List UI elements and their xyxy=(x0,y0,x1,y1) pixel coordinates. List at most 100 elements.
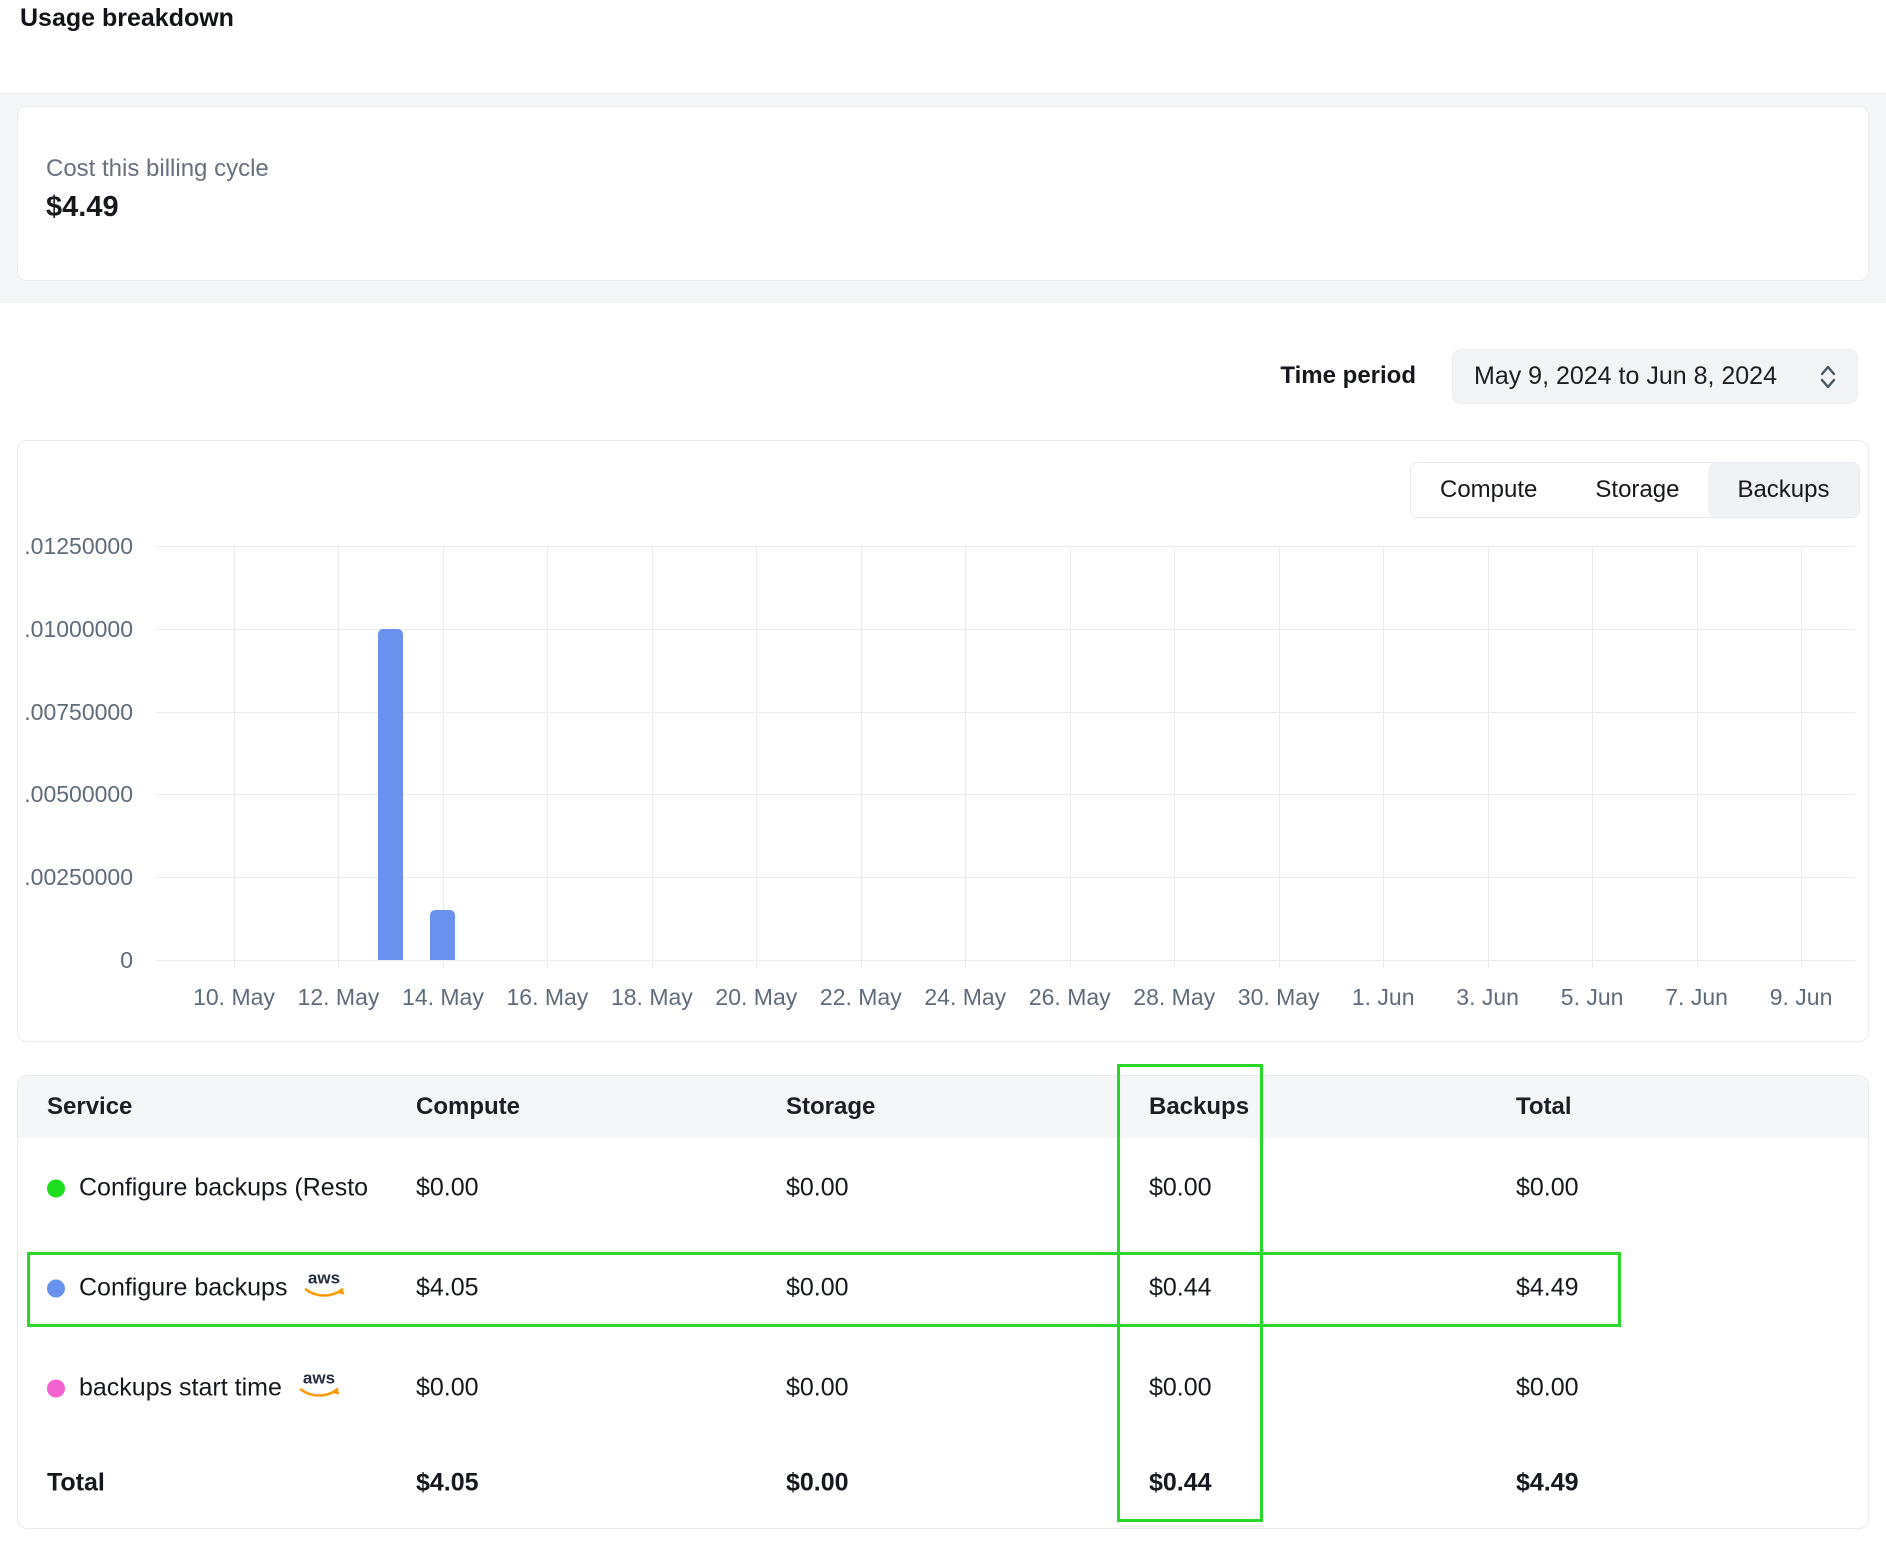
gridline-vertical xyxy=(1069,546,1071,968)
total-row-backups: $0.44 xyxy=(1149,1468,1212,1497)
gridline-vertical xyxy=(1487,546,1489,968)
y-axis-tick-label: .01000000 xyxy=(24,615,133,642)
service-cell: backups start time aws xyxy=(47,1369,342,1408)
chart-bar-14-may xyxy=(430,910,456,960)
svg-text:aws: aws xyxy=(308,1269,340,1288)
x-axis-tick-label: 7. Jun xyxy=(1665,984,1728,1010)
gridline-vertical xyxy=(756,546,758,968)
chevron-up-down-icon xyxy=(1815,363,1841,396)
gridline-vertical xyxy=(338,546,340,968)
total-row-total: $4.49 xyxy=(1516,1468,1579,1497)
col-header-total: Total xyxy=(1516,1093,1572,1120)
compute-value: $0.00 xyxy=(416,1173,479,1202)
x-axis-tick-label: 24. May xyxy=(924,984,1007,1010)
gridline-horizontal xyxy=(156,628,1855,630)
backups-value: $0.00 xyxy=(1149,1373,1212,1402)
svg-text:aws: aws xyxy=(303,1369,335,1388)
col-header-storage: Storage xyxy=(786,1093,876,1120)
gridline-vertical xyxy=(234,546,235,968)
col-header-compute: Compute xyxy=(416,1093,520,1120)
time-period-label: Time period xyxy=(1280,362,1416,389)
col-header-backups: Backups xyxy=(1149,1093,1250,1120)
chart-bar-13-may xyxy=(378,628,404,960)
service-color-dot xyxy=(47,1379,65,1397)
usage-table: Service Compute Storage Backups Total Co… xyxy=(17,1075,1869,1529)
aws-logo-icon: aws xyxy=(296,1369,342,1408)
gridline-vertical xyxy=(442,546,444,968)
service-color-dot xyxy=(47,1279,65,1297)
time-period-value: May 9, 2024 to Jun 8, 2024 xyxy=(1474,362,1777,390)
x-axis-tick-label: 22. May xyxy=(819,984,902,1010)
billing-cycle-card: Cost this billing cycle $4.49 xyxy=(17,106,1869,281)
x-axis-tick-label: 12. May xyxy=(297,984,380,1010)
gridline-horizontal xyxy=(156,794,1855,796)
x-axis-tick-label: 20. May xyxy=(715,984,798,1010)
tab-backups[interactable]: Backups xyxy=(1708,463,1859,517)
table-total-row: Total $4.05 $0.00 $0.44 $4.49 xyxy=(18,1438,1868,1528)
total-value: $4.49 xyxy=(1516,1273,1579,1302)
service-color-dot xyxy=(47,1179,65,1197)
y-axis-tick-label: .00250000 xyxy=(24,864,133,891)
backups-value: $0.00 xyxy=(1149,1173,1212,1202)
tab-storage[interactable]: Storage xyxy=(1566,463,1709,517)
y-axis-tick-label: .01250000 xyxy=(24,533,133,559)
y-axis-tick-label: 0 xyxy=(120,947,133,973)
gridline-horizontal xyxy=(156,711,1855,713)
gridline-vertical xyxy=(1696,546,1698,968)
gridline-horizontal xyxy=(156,877,1855,879)
x-axis-tick-label: 5. Jun xyxy=(1560,984,1624,1010)
billing-cycle-label: Cost this billing cycle xyxy=(46,155,269,182)
table-row: Configure backups (Resto $0.00 $0.00 $0.00 $… xyxy=(18,1138,1868,1238)
compute-value: $4.05 xyxy=(416,1273,479,1302)
gridline-vertical xyxy=(860,546,862,968)
y-axis-tick-label: .00500000 xyxy=(24,781,133,808)
x-axis-tick-label: 10. May xyxy=(193,984,275,1010)
gridline-vertical xyxy=(1278,546,1280,968)
storage-value: $0.00 xyxy=(786,1273,849,1302)
table-row: backups start time aws $0.00 $0.00 $0.00 $0.0… xyxy=(18,1338,1868,1438)
gridline-vertical xyxy=(1174,546,1176,968)
total-value: $0.00 xyxy=(1516,1373,1579,1402)
page-title: Usage breakdown xyxy=(20,4,234,32)
table-header-row: Service Compute Storage Backups Total xyxy=(18,1076,1868,1138)
service-cell: Configure backups (Resto xyxy=(47,1174,367,1203)
storage-value: $0.00 xyxy=(786,1173,849,1202)
col-header-service: Service xyxy=(47,1093,133,1120)
gridline-vertical xyxy=(965,546,967,968)
x-axis-tick-label: 1. Jun xyxy=(1351,984,1415,1010)
time-period-select[interactable]: May 9, 2024 to Jun 8, 2024 xyxy=(1452,349,1858,404)
chart-metric-tabs: Compute Storage Backups xyxy=(1410,462,1860,518)
x-axis-tick-label: 28. May xyxy=(1133,984,1216,1010)
storage-value: $0.00 xyxy=(786,1373,849,1402)
compute-value: $0.00 xyxy=(416,1373,479,1402)
table-row: Configure backups aws $4.05 $0.00 $0.44 $4.49 xyxy=(18,1238,1868,1338)
x-axis-tick-label: 14. May xyxy=(402,984,484,1010)
gridline-vertical xyxy=(1592,546,1594,968)
x-axis-tick-label: 26. May xyxy=(1028,984,1111,1010)
x-axis-tick-label: 30. May xyxy=(1237,984,1320,1010)
gridline-vertical xyxy=(547,546,549,968)
total-value: $0.00 xyxy=(1516,1173,1579,1202)
y-axis-tick-label: .00750000 xyxy=(24,698,133,725)
gridline-horizontal xyxy=(156,960,1855,961)
x-axis-tick-label: 18. May xyxy=(610,984,693,1010)
total-row-storage: $0.00 xyxy=(786,1468,849,1497)
backups-value: $0.44 xyxy=(1149,1273,1212,1302)
service-name: backups start time xyxy=(79,1373,282,1402)
service-name: Configure backups (Resto xyxy=(79,1173,367,1202)
service-name: Configure backups xyxy=(79,1273,288,1302)
service-cell: Configure backups aws xyxy=(47,1269,347,1308)
usage-chart-card xyxy=(17,440,1869,1042)
gridline-vertical xyxy=(1383,546,1385,968)
tab-compute[interactable]: Compute xyxy=(1411,463,1567,517)
x-axis-tick-label: 3. Jun xyxy=(1456,984,1519,1010)
total-row-compute: $4.05 xyxy=(416,1468,479,1497)
x-axis-tick-label: 9. Jun xyxy=(1769,984,1833,1010)
aws-logo-icon: aws xyxy=(301,1269,347,1308)
total-row-label: Total xyxy=(47,1468,105,1497)
gridline-vertical xyxy=(651,546,653,968)
x-axis-tick-label: 16. May xyxy=(506,984,589,1010)
gridline-vertical xyxy=(1801,546,1803,968)
gridline-horizontal xyxy=(156,546,1855,547)
